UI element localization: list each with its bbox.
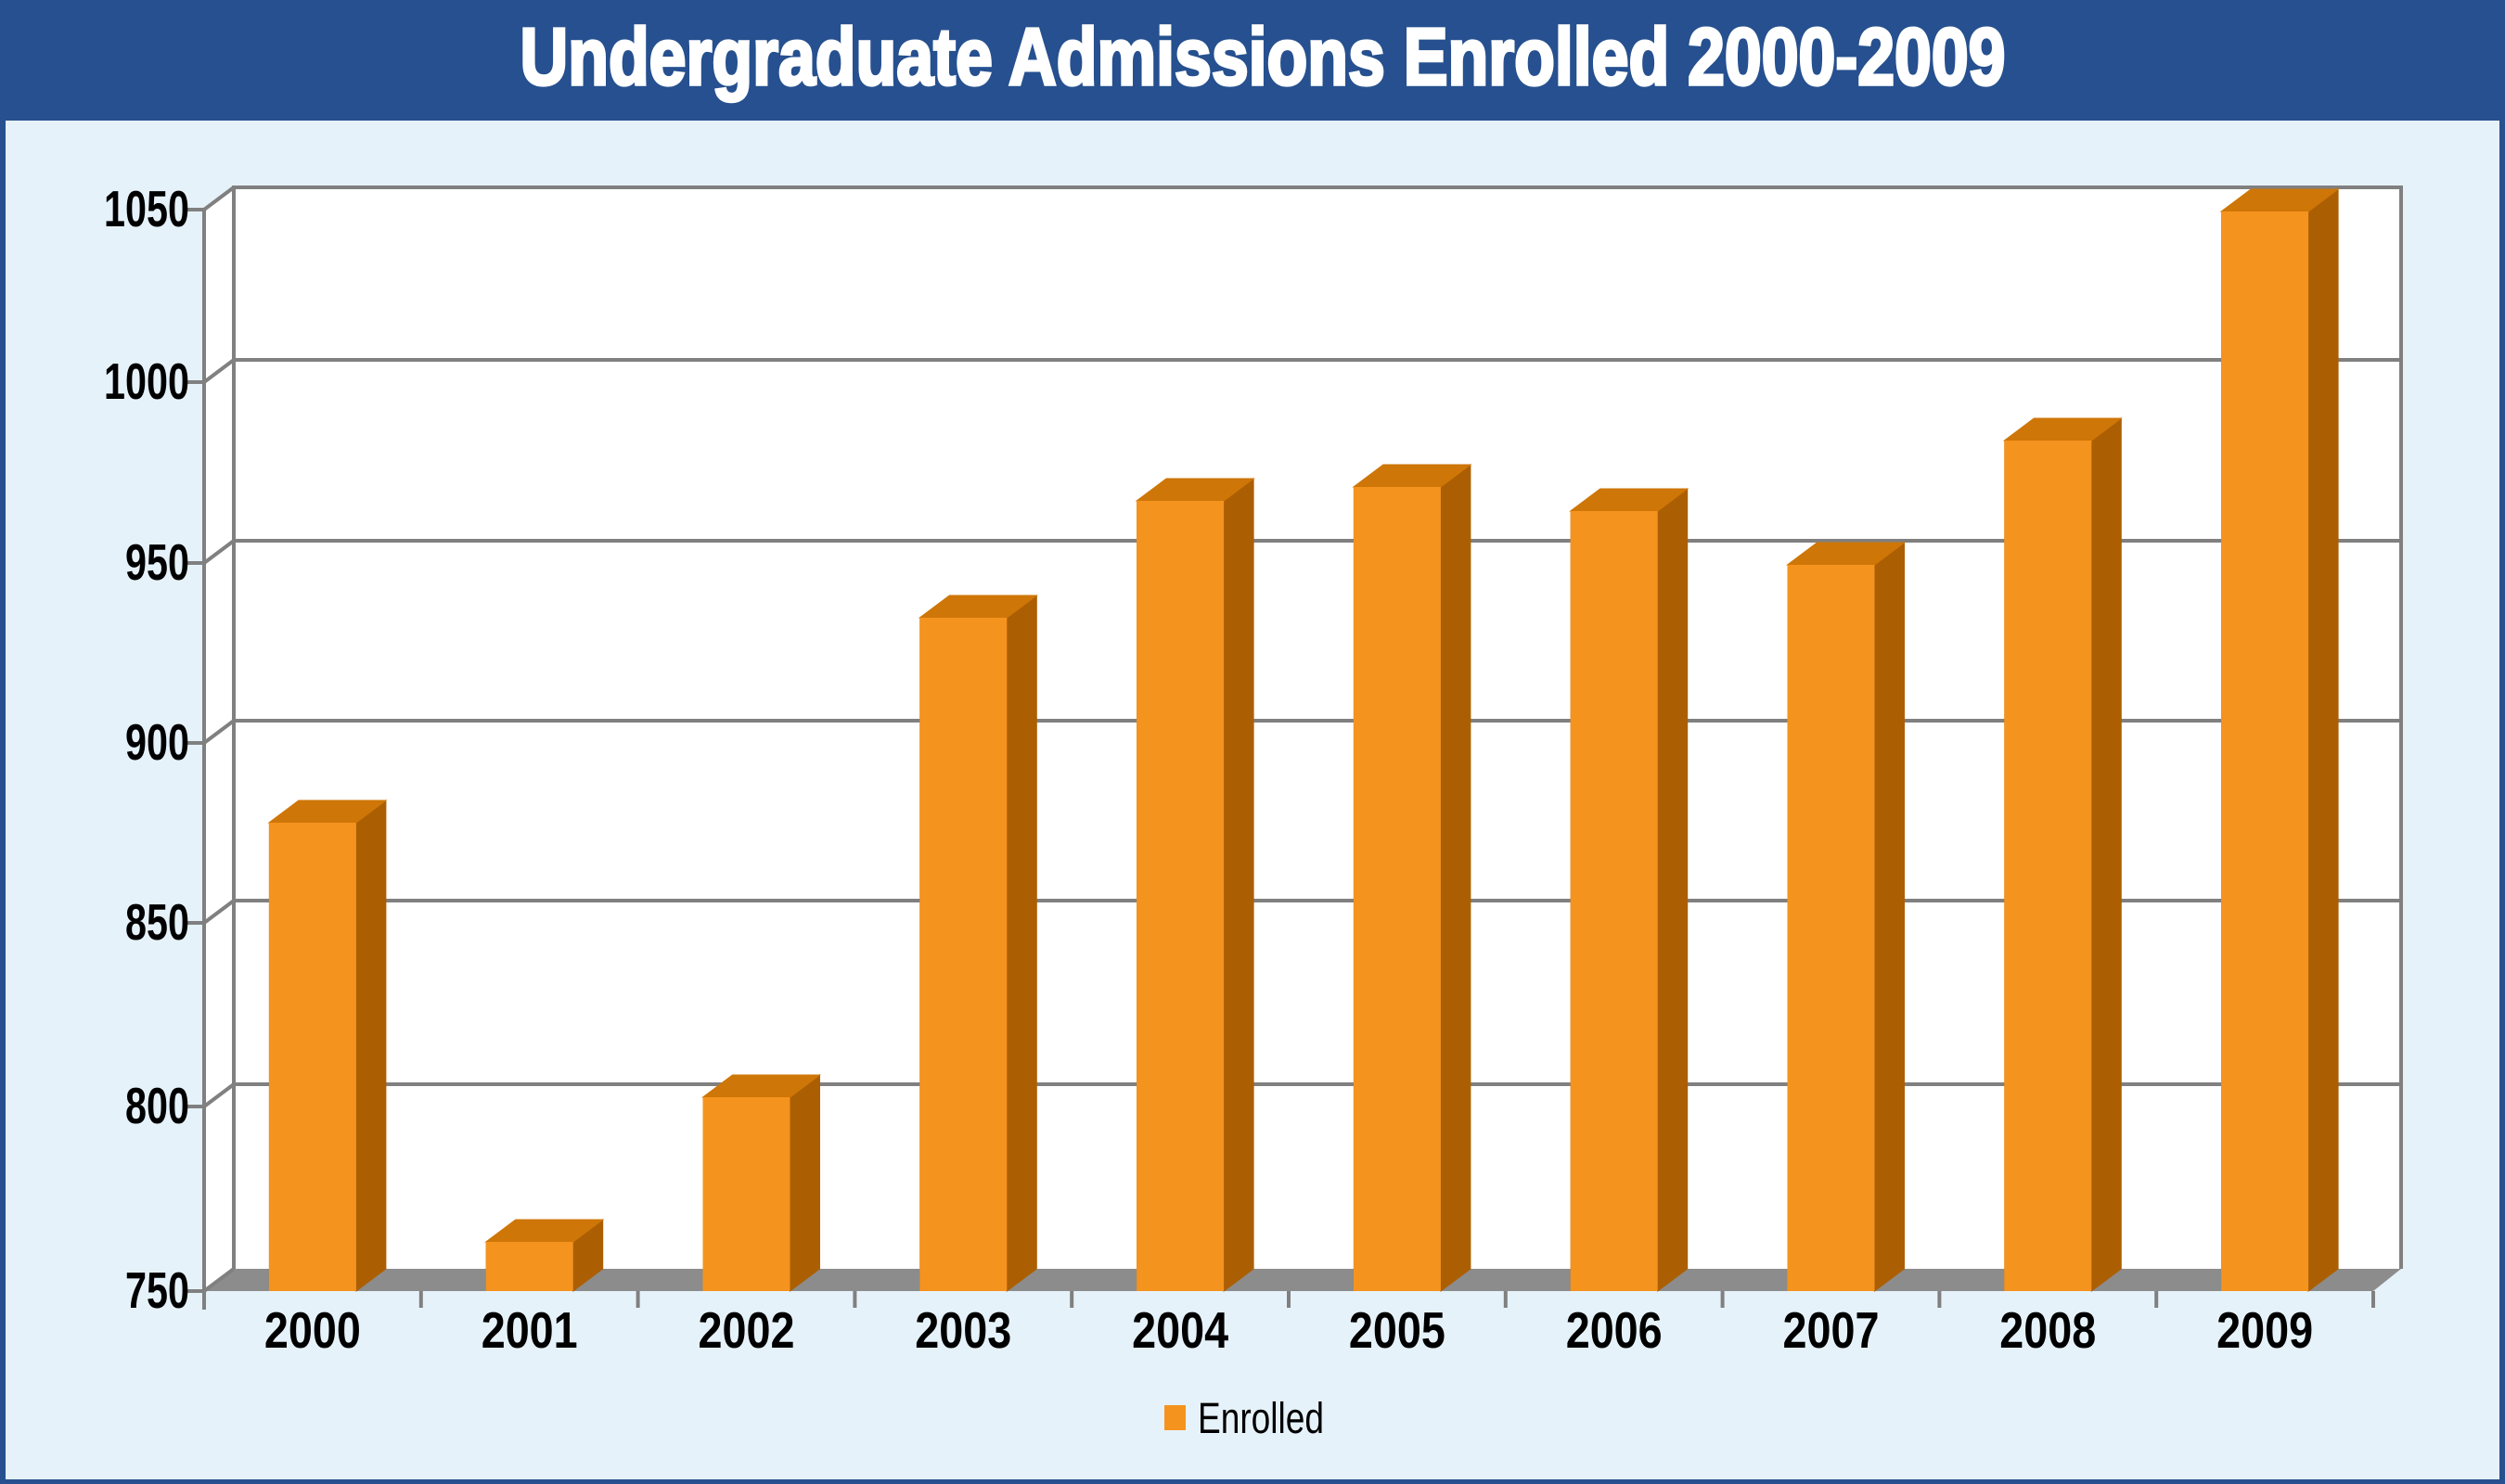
- svg-text:1000: 1000: [104, 352, 189, 410]
- svg-text:850: 850: [125, 893, 189, 951]
- svg-text:750: 750: [125, 1261, 189, 1319]
- svg-text:Undergraduate Admissions Enrol: Undergraduate Admissions Enrolled 2000-2…: [520, 12, 2006, 102]
- svg-text:2009: 2009: [2216, 1301, 2313, 1359]
- svg-text:900: 900: [125, 713, 189, 771]
- svg-text:2006: 2006: [1566, 1301, 1663, 1359]
- svg-text:2003: 2003: [915, 1301, 1011, 1359]
- svg-text:2005: 2005: [1349, 1301, 1445, 1359]
- svg-text:1050: 1050: [104, 180, 189, 237]
- svg-text:2008: 2008: [1999, 1301, 2096, 1359]
- svg-text:950: 950: [125, 533, 189, 591]
- svg-text:2004: 2004: [1132, 1301, 1228, 1359]
- svg-text:2002: 2002: [699, 1301, 795, 1359]
- svg-text:Enrolled: Enrolled: [1198, 1393, 1324, 1442]
- svg-text:2000: 2000: [264, 1301, 361, 1359]
- svg-text:2001: 2001: [482, 1301, 578, 1359]
- svg-text:800: 800: [125, 1077, 189, 1134]
- svg-text:2007: 2007: [1783, 1301, 1880, 1359]
